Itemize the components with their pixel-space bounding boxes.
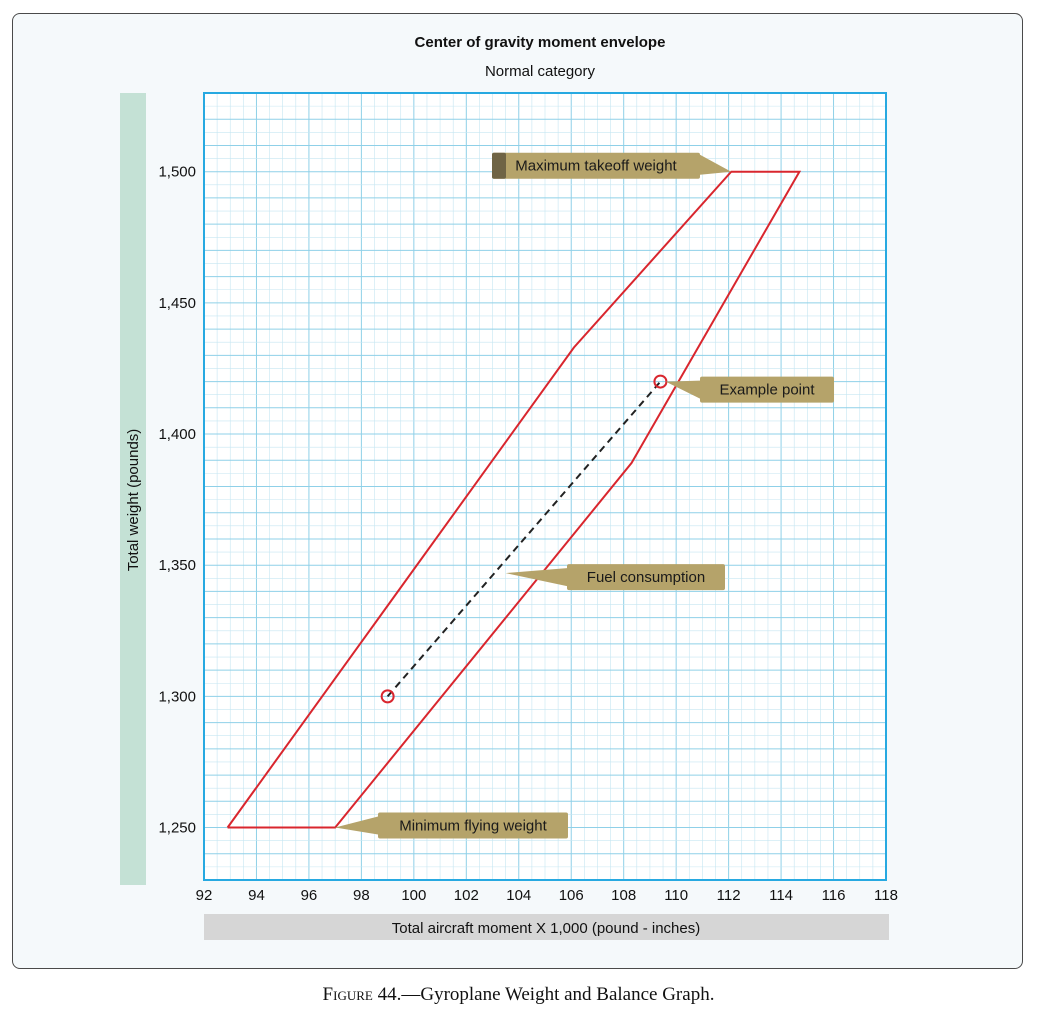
xlabel-band <box>204 914 889 940</box>
callout-label: Minimum flying weight <box>399 818 547 835</box>
cg-envelope-line <box>226 170 802 829</box>
callout: Fuel consumption <box>505 564 725 591</box>
callout: Example point <box>665 376 834 403</box>
callout-label: Example point <box>719 382 815 399</box>
x-tick-label: 118 <box>874 887 898 904</box>
data-point-marker <box>380 689 395 704</box>
chart-subtitle: Normal category <box>485 63 596 80</box>
callouts: Maximum takeoff weight Example point Fuel … <box>335 152 834 839</box>
x-tick-label: 100 <box>401 887 426 904</box>
x-axis-label: Total aircraft moment X 1,000 (pound - i… <box>392 920 700 937</box>
y-tick-label: 1,500 <box>158 164 196 181</box>
callout: Minimum flying weight <box>335 812 568 839</box>
x-tick-label: 94 <box>248 887 265 904</box>
fuel-consumption-line <box>386 380 662 698</box>
callout-box <box>567 564 725 591</box>
x-tick-label: 104 <box>506 887 531 904</box>
x-tick-label: 116 <box>822 887 846 904</box>
callout-pointer <box>505 568 567 587</box>
plot-frame <box>203 92 887 881</box>
callout-pointer <box>665 380 700 399</box>
x-tick-label: 102 <box>454 887 479 904</box>
grid <box>203 92 887 881</box>
x-tick-label: 96 <box>301 887 318 904</box>
y-tick-label: 1,450 <box>158 295 196 312</box>
x-tick-label: 106 <box>559 887 584 904</box>
y-tick-label: 1,250 <box>158 820 196 837</box>
callout-shade <box>492 152 506 179</box>
caption-prefix: Figure <box>322 984 373 1005</box>
figure-caption: Figure 44.—Gyroplane Weight and Balance … <box>0 984 1037 1006</box>
callout-pointer <box>700 154 732 175</box>
callout-box <box>378 812 568 839</box>
callout-label: Fuel consumption <box>587 569 705 586</box>
x-tick-label: 92 <box>196 887 213 904</box>
chart-title: Center of gravity moment envelope <box>415 34 666 51</box>
y-axis-label: Total weight (pounds) <box>125 429 142 572</box>
caption-text: 44.—Gyroplane Weight and Balance Graph. <box>372 984 715 1005</box>
x-tick-label: 98 <box>353 887 370 904</box>
y-tick-label: 1,400 <box>158 426 196 443</box>
y-tick-label: 1,350 <box>158 557 196 574</box>
x-tick-label: 114 <box>769 887 793 904</box>
y-ticks: 1,250 1,300 1,350 1,400 1,450 1,500 <box>158 164 196 837</box>
callout-pointer <box>335 816 378 835</box>
x-tick-label: 108 <box>611 887 636 904</box>
y-tick-label: 1,300 <box>158 688 196 705</box>
cg-envelope-chart: Center of gravity moment envelope Normal… <box>120 34 898 940</box>
x-tick-label: 112 <box>717 887 741 904</box>
callout: Maximum takeoff weight <box>492 152 732 179</box>
x-tick-label: 110 <box>664 887 688 904</box>
callout-box <box>492 152 700 179</box>
ylabel-band <box>120 93 146 885</box>
callout-label: Maximum takeoff weight <box>515 158 677 175</box>
x-ticks: 92 94 96 98 100 102 104 106 108 110 112 114 116 118 <box>196 887 898 904</box>
callout-box <box>700 376 834 403</box>
